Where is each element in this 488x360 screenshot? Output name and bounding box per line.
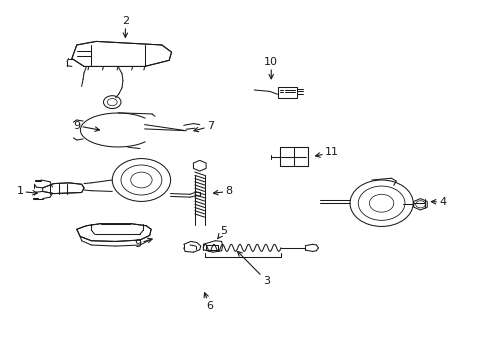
Text: 7: 7 bbox=[194, 121, 214, 132]
Polygon shape bbox=[279, 147, 307, 166]
Text: 9: 9 bbox=[134, 238, 152, 249]
Bar bbox=[279, 147, 307, 166]
Polygon shape bbox=[77, 224, 151, 242]
Circle shape bbox=[369, 194, 393, 212]
Polygon shape bbox=[193, 160, 205, 171]
Text: 3: 3 bbox=[237, 251, 269, 286]
Polygon shape bbox=[72, 41, 171, 66]
Circle shape bbox=[130, 172, 152, 188]
Text: 8: 8 bbox=[213, 186, 232, 197]
Polygon shape bbox=[413, 199, 427, 210]
Text: 5: 5 bbox=[217, 226, 227, 239]
Text: 1: 1 bbox=[16, 186, 37, 197]
FancyBboxPatch shape bbox=[277, 87, 296, 98]
Text: 4: 4 bbox=[430, 197, 446, 207]
Text: 9: 9 bbox=[73, 121, 100, 131]
Text: 11: 11 bbox=[315, 148, 338, 157]
Polygon shape bbox=[42, 183, 84, 194]
Text: 10: 10 bbox=[264, 57, 278, 79]
Text: 6: 6 bbox=[203, 293, 213, 311]
Text: 2: 2 bbox=[122, 16, 129, 37]
